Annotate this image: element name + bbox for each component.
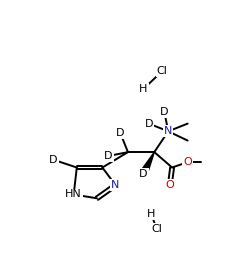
Text: H: H [146,209,155,219]
Text: D: D [144,119,153,129]
Text: D: D [115,128,124,138]
Text: D: D [104,151,112,161]
Text: Cl: Cl [150,224,161,234]
Polygon shape [139,152,154,175]
Text: Cl: Cl [156,66,167,76]
Text: D: D [49,155,57,165]
Text: H: H [139,84,147,94]
Text: HN: HN [65,189,82,200]
Text: D: D [159,107,168,117]
Text: O: O [165,180,173,190]
Text: N: N [111,180,119,190]
Text: D: D [139,169,147,179]
Text: O: O [183,157,191,167]
Text: N: N [163,126,172,136]
